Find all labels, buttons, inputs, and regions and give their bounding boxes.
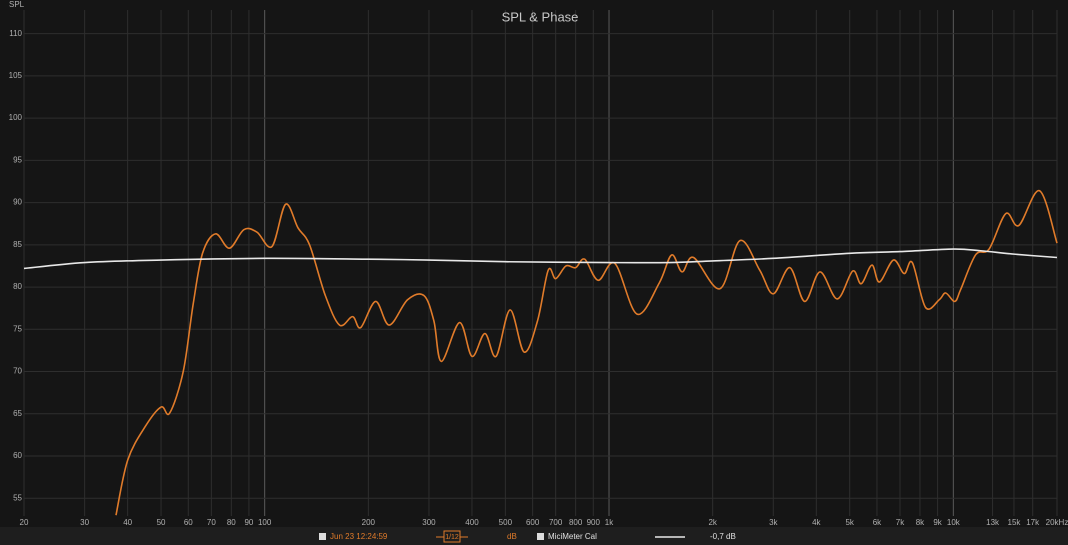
y-tick-label: 110 xyxy=(9,29,22,38)
x-tick-label: 700 xyxy=(549,518,563,527)
x-tick-label: 70 xyxy=(207,518,216,527)
y-tick-label: 70 xyxy=(13,367,22,376)
legend-checkbox[interactable] xyxy=(319,533,326,540)
y-tick-label: 90 xyxy=(13,198,22,207)
legend-label: Jun 23 12:24:59 xyxy=(330,532,388,541)
y-tick-label: 65 xyxy=(13,409,22,418)
y-tick-label: 95 xyxy=(13,155,22,164)
y-tick-label: 60 xyxy=(13,451,22,460)
chart-title: SPL & Phase xyxy=(502,9,579,24)
y-tick-label: 85 xyxy=(13,240,22,249)
series-line xyxy=(24,248,1058,270)
x-tick-label: 200 xyxy=(362,518,376,527)
x-tick-label: 20 xyxy=(20,518,29,527)
x-tick-label: 10k xyxy=(947,518,961,527)
x-tick-label: 40 xyxy=(123,518,132,527)
x-tick-label: 8k xyxy=(916,518,925,527)
x-tick-label: 9k xyxy=(933,518,942,527)
x-tick-label: 4k xyxy=(812,518,821,527)
y-tick-label: 100 xyxy=(9,113,23,122)
legend-checkbox[interactable] xyxy=(537,533,544,540)
plot-lines xyxy=(24,189,1058,516)
x-tick-label: 400 xyxy=(465,518,479,527)
y-axis-label: SPL xyxy=(9,0,25,9)
series-line xyxy=(115,189,1058,516)
smoothing-label: 1/12 xyxy=(445,534,459,541)
x-tick-label: 50 xyxy=(157,518,166,527)
x-tick-label: 500 xyxy=(499,518,513,527)
x-tick-label: 6k xyxy=(873,518,882,527)
x-tick-label: 900 xyxy=(587,518,601,527)
x-tick-label: 30 xyxy=(80,518,89,527)
offset-label: -0,7 dB xyxy=(710,532,736,541)
y-tick-label: 55 xyxy=(13,493,22,502)
x-tick-label: 80 xyxy=(227,518,236,527)
x-tick-label: 800 xyxy=(569,518,583,527)
x-tick-label: 15k xyxy=(1008,518,1022,527)
x-tick-label: 17k xyxy=(1026,518,1040,527)
x-tick-label: 13k xyxy=(986,518,1000,527)
x-tick-label: 5k xyxy=(845,518,854,527)
grid: 20 30 40 50 60 70 80 90 100 200 300 400 500 600 700 800… xyxy=(9,10,1068,527)
x-tick-label: 60 xyxy=(184,518,193,527)
x-tick-label: 7k xyxy=(896,518,905,527)
legend-label: MiciMeter Cal xyxy=(548,532,597,541)
y-tick-label: 75 xyxy=(13,324,22,333)
x-tick-label: 90 xyxy=(244,518,253,527)
x-tick-label: 1k xyxy=(605,518,614,527)
x-tick-label: 600 xyxy=(526,518,540,527)
y-tick-label: 80 xyxy=(13,282,22,291)
y-tick-label: 105 xyxy=(9,71,23,80)
legend-bar xyxy=(0,527,1068,545)
unit-label: dB xyxy=(507,532,517,541)
x-tick-label: 300 xyxy=(422,518,436,527)
x-tick-label: 100 xyxy=(258,518,272,527)
x-tick-label: 3k xyxy=(769,518,778,527)
x-tick-label: 2k xyxy=(708,518,717,527)
x-tick-label: 20kHz xyxy=(1046,518,1068,527)
